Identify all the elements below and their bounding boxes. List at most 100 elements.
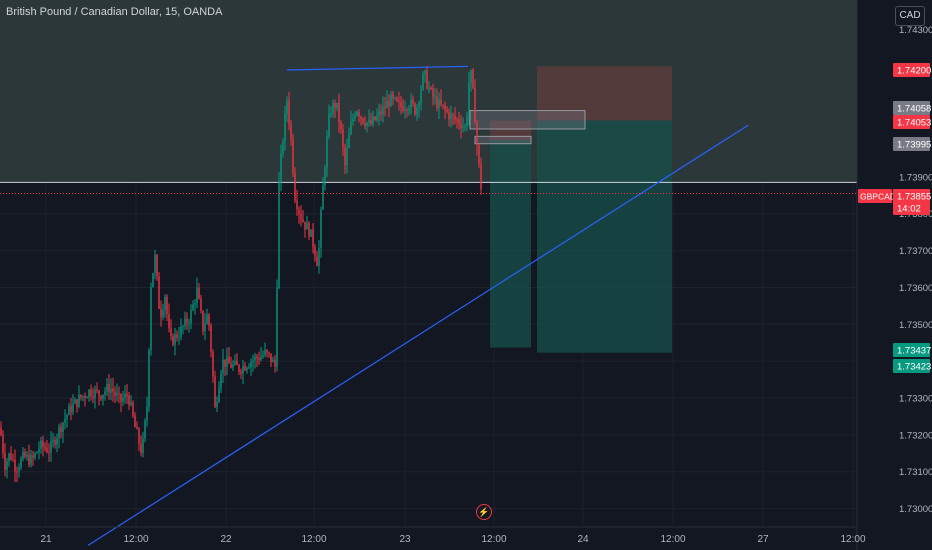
candle-body [428,88,430,90]
candle-body [410,99,412,109]
candle-body [270,353,272,363]
candle-body [292,138,294,173]
candle-body [364,123,366,126]
candle-body [334,103,336,108]
candle-body [318,247,320,266]
candle-body [322,185,324,210]
stop-loss-zone [537,66,672,121]
candle-body [340,122,342,131]
candle-body [46,448,48,452]
candle-body [408,108,410,111]
candle-body [312,229,314,247]
candle-body [436,96,438,109]
candle-body [212,351,214,377]
candle-body [300,213,302,220]
candle-body [42,440,44,448]
candle-body [36,452,38,454]
candle-body [236,360,238,366]
candle-body [4,452,6,470]
candle-body [262,354,264,357]
candle-body [86,397,88,399]
x-tick-label: 27 [757,534,769,545]
candle-body [188,323,190,325]
candle-body [444,105,446,110]
candle-body [336,102,338,108]
candle-body [284,113,286,142]
candle-body [124,393,126,399]
price-label-tag [893,343,930,357]
candle-body [92,396,94,399]
trend-line [286,65,469,71]
candle-body [380,111,382,115]
candle-body [446,109,448,112]
candle-body [48,451,50,453]
candle-body [108,383,110,393]
symbol-title: British Pound / Canadian Dollar, 15, OAN… [6,6,223,18]
candle-body [348,133,350,148]
candle-body [146,406,148,421]
candle-body [96,389,98,391]
candle-body [60,426,62,433]
candle-body [372,116,374,125]
candle-body [296,200,298,210]
candle-body [286,100,288,114]
candle-body [464,126,466,128]
candle-body [442,104,444,106]
candle-body [26,454,28,457]
candle-body [226,357,228,367]
y-tick-label: 1.73300 [899,394,932,405]
candle-body [438,99,440,109]
candle-body [208,314,210,326]
candle-body [158,276,160,309]
candle-body [420,89,422,104]
candle-body [144,420,146,439]
candle-body [222,359,224,374]
candle-body [106,383,108,392]
candle-body [416,107,418,115]
candle-body [456,119,458,121]
candle-body [14,459,16,472]
lightning-bolt-icon[interactable]: ⚡ [476,504,492,520]
candle-body [346,147,348,166]
candle-body [164,296,166,310]
candle-body [12,459,14,461]
candle-body [44,447,46,449]
candle-body [168,314,170,329]
candle-body [2,434,4,453]
candle-body [78,394,80,407]
rectangle-drawing [474,135,532,145]
candle-body [274,360,276,367]
candle-body [332,103,334,114]
candle-body [370,119,372,125]
candle-body [184,318,186,327]
candle-body [306,222,308,230]
candle-body [266,350,268,353]
candle-body [304,221,306,230]
candle-body [466,117,468,127]
take-profit-zone [537,120,672,353]
candle-body [232,364,234,368]
candle-body [468,82,470,118]
price-label-text: 1.73437 [897,346,931,357]
x-tick-label: 21 [40,534,52,545]
symbol-tag [858,189,892,203]
candle-body [66,414,68,419]
currency-button[interactable]: CAD [895,6,925,26]
candle-body [38,448,40,453]
candle-body [244,365,246,371]
y-tick-label: 1.73900 [899,172,932,183]
candle-body [182,326,184,328]
candle-body [62,422,64,433]
candle-body [24,452,26,457]
candle-body [172,335,174,345]
candle-body [234,360,236,365]
candle-body [186,318,188,324]
candle-body [88,389,90,398]
candle-body [240,371,242,374]
candle-body [16,471,18,473]
candle-body [402,106,404,111]
candle-body [252,360,254,362]
candle-body [454,115,456,120]
